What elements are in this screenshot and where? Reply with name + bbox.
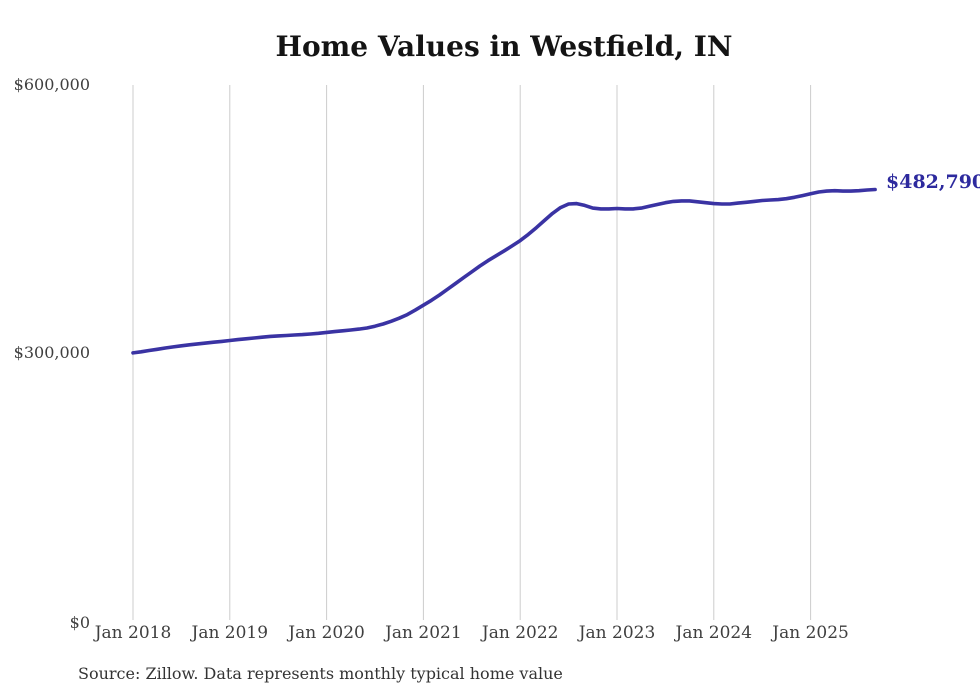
x-tick-label: Jan 2019 bbox=[191, 623, 269, 643]
x-tick-label: Jan 2020 bbox=[288, 623, 365, 643]
x-tick-label: Jan 2024 bbox=[675, 623, 753, 643]
y-tick-label: $600,000 bbox=[13, 75, 90, 94]
source-note: Source: Zillow. Data represents monthly … bbox=[78, 664, 563, 683]
y-tick-label: $300,000 bbox=[13, 342, 90, 362]
x-tick-label: Jan 2021 bbox=[385, 623, 462, 643]
x-tick-label: Jan 2025 bbox=[772, 623, 849, 643]
home-value-line bbox=[131, 187, 877, 355]
x-tick-label: Jan 2022 bbox=[481, 623, 559, 643]
chart-title: Home Values in Westfield, IN bbox=[275, 30, 733, 63]
end-value-label: $482,790 bbox=[886, 171, 980, 193]
y-tick-label: $0 bbox=[69, 613, 90, 632]
x-tick-label: Jan 2023 bbox=[578, 623, 656, 643]
x-tick-label: Jan 2018 bbox=[94, 623, 172, 643]
